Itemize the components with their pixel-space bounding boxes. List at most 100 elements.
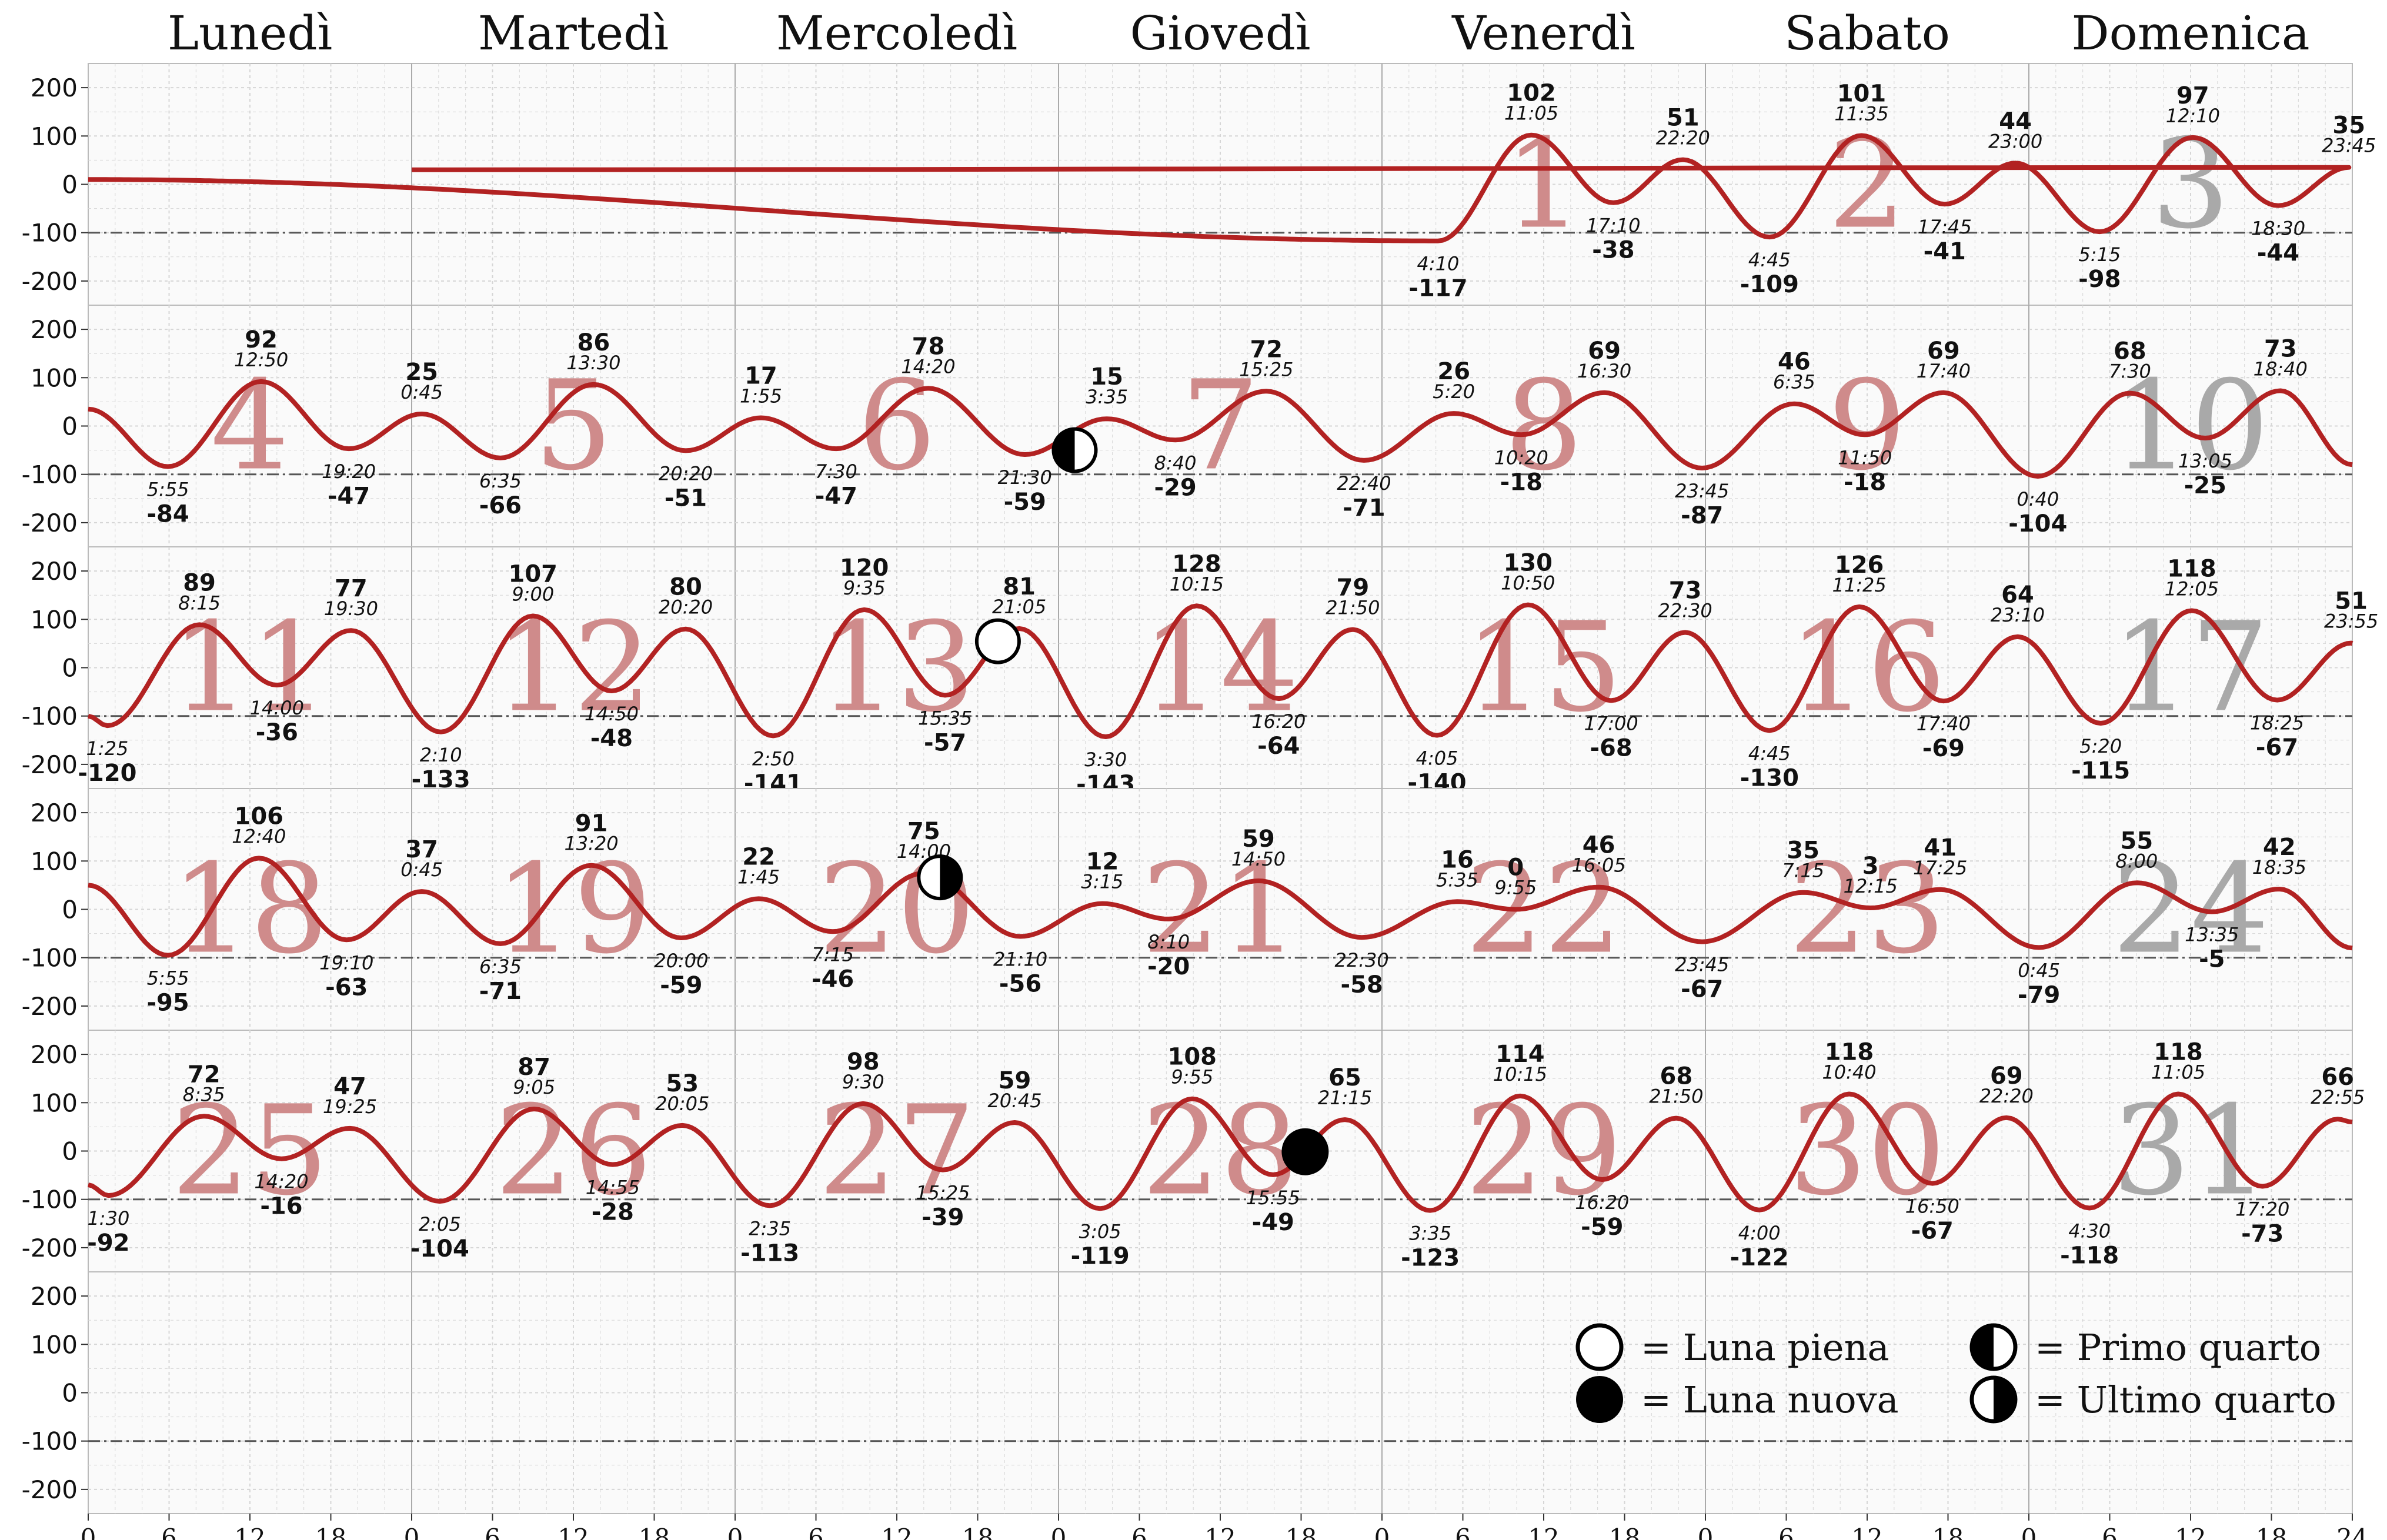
extreme-value: -49 [1252,1209,1294,1236]
extreme-time: 17:25 [1913,857,1967,879]
extreme-time: 5:55 [147,967,189,990]
extreme-value: 46 [1778,349,1811,376]
extreme-value: -130 [1740,764,1799,791]
extreme-label: 879:05 [513,1054,555,1098]
extreme-time: 6:35 [1773,371,1815,393]
extreme-label: 16:20-64 [1251,710,1306,760]
extreme-value: 86 [577,329,610,356]
extreme-value: 89 [183,569,216,596]
extreme-time: 20:20 [659,596,713,619]
x-tick-label: 18 [1932,1524,1964,1540]
extreme-value: 114 [1495,1041,1545,1068]
extreme-time: 2:35 [749,1217,791,1240]
x-tick-label: 12 [1204,1524,1236,1540]
extreme-time: 17:40 [1917,713,1971,735]
extreme-time: 14:20 [901,355,955,378]
extreme-label: 23:45-67 [1675,954,1729,1003]
extreme-time: 12:10 [2166,105,2220,127]
x-tick-label: 18 [639,1524,670,1540]
extreme-time: 18:35 [2252,856,2306,878]
extreme-time: 22:55 [2311,1086,2365,1108]
x-tick-label: 0 [1698,1524,1714,1540]
y-tick-label: -200 [22,509,78,537]
y-tick-label: 0 [62,171,78,199]
extreme-value: 25 [405,359,438,386]
extreme-time: 9:30 [842,1071,884,1093]
extreme-time: 8:40 [1154,452,1197,474]
x-tick-label: 6 [485,1524,500,1540]
extreme-value: -18 [1500,469,1543,496]
extreme-label: 15:25-39 [916,1182,970,1231]
extreme-label: 6:35-66 [479,470,522,519]
date-number: 2 [1828,112,1907,256]
extreme-value: -98 [2078,266,2121,293]
extreme-time: 23:00 [1988,130,2042,152]
legend-primo-quarto-label: = Primo quarto [2035,1326,2321,1369]
extreme-time: 3:35 [1409,1222,1451,1245]
ultimo-quarto-moon-icon [917,854,963,901]
extreme-value: 102 [1507,80,1556,107]
y-tick-label: -200 [22,992,78,1021]
extreme-time: 15:35 [918,707,972,729]
extreme-label: 5:15-98 [2078,243,2121,293]
extreme-time: 16:30 [1577,360,1631,382]
y-tick-label: 200 [31,1040,78,1069]
extreme-time: 17:45 [1918,216,1972,238]
extreme-time: 14:20 [254,1171,308,1193]
y-tick-label: -100 [22,219,78,248]
x-tick-label: 6 [808,1524,824,1540]
extreme-value: 91 [575,810,608,837]
extreme-time: 21:05 [992,596,1046,618]
luna-piena-moon-icon [974,618,1021,664]
x-tick-label: 12 [881,1524,912,1540]
extreme-value: 87 [518,1054,550,1081]
extreme-time: 18:40 [2254,358,2308,380]
day-header: Venerdì [1451,6,1635,61]
extreme-time: 8:00 [2115,850,2158,872]
extreme-time: 23:45 [1675,954,1729,976]
extreme-label: 0:40-104 [2008,488,2067,537]
x-tick-label: 0 [1051,1524,1067,1540]
extreme-time: 9:00 [512,583,554,606]
extreme-time: 17:00 [1584,712,1638,734]
extreme-value: 69 [1990,1063,2023,1090]
primo-quarto-moon-icon [1051,427,1098,473]
extreme-time: 6:35 [479,956,522,978]
date-number: 6 [857,354,936,498]
date-number: 21 [1141,837,1298,981]
date-number: 1 [1504,112,1583,256]
x-tick-label: 6 [2102,1524,2118,1540]
extreme-time: 0:45 [2018,959,2060,981]
date-number: 28 [1141,1079,1298,1223]
extreme-label: 2:10-133 [412,744,470,793]
extreme-value: -57 [924,729,966,756]
extreme-label: 14:20-16 [254,1171,308,1220]
extreme-label: 23:45-87 [1675,480,1729,529]
extreme-value: 59 [999,1067,1031,1094]
extreme-value: -67 [1681,976,1723,1003]
y-tick-label: 0 [62,1137,78,1166]
date-number: 31 [2112,1079,2269,1223]
extreme-time: 19:10 [319,951,373,974]
extreme-value: -95 [146,990,189,1017]
extreme-label: 17:45-41 [1918,216,1972,265]
extreme-time: 20:00 [654,950,708,972]
extreme-value: 22 [742,843,775,870]
extreme-label: 265:20 [1433,358,1475,403]
extreme-value: 41 [1924,834,1957,861]
extreme-value: 69 [1588,338,1621,365]
extreme-time: 16:50 [1905,1195,1959,1218]
